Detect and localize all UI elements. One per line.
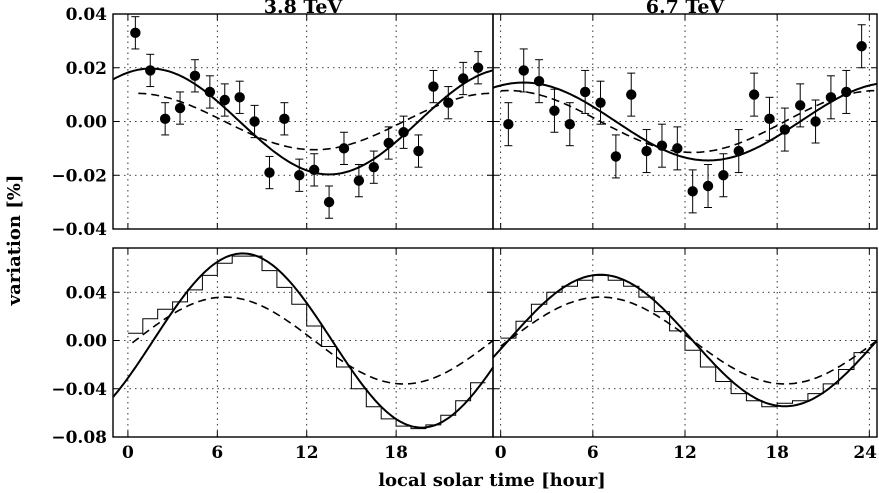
data-point [457, 73, 469, 84]
data-point [518, 65, 529, 76]
data-point [130, 27, 141, 39]
data-point [687, 186, 698, 197]
y-tick-label: 0.04 [66, 5, 108, 25]
data-point [718, 170, 729, 181]
data-point [383, 137, 394, 149]
data-point [264, 167, 275, 178]
data-point [672, 143, 683, 154]
data-point [219, 94, 230, 106]
panel-frame [112, 13, 494, 230]
data-point [398, 127, 409, 138]
plot-area [113, 16, 493, 219]
data-point [323, 196, 335, 208]
data-point [595, 97, 606, 108]
y-tick-label: 0.00 [66, 332, 108, 352]
y-tick-label: 0.02 [66, 59, 107, 79]
data-point [204, 86, 216, 98]
y-tick-label: −0.08 [51, 428, 107, 448]
data-point [413, 145, 424, 157]
data-point [748, 89, 760, 100]
data-point [579, 86, 591, 98]
plot-area [113, 252, 493, 430]
data-point [549, 105, 560, 116]
x-tick-label: 6 [587, 443, 599, 463]
data-point [353, 175, 365, 186]
data-point [702, 180, 714, 192]
data-point [564, 118, 575, 130]
panels: −0.04 −0.02 0.00 0.02 0.04 3.8 TeV 6.7 TeV −0.0… [51, 0, 878, 463]
panel-frame [112, 247, 494, 438]
panel-bottom-left: −0.08 −0.04 0.00 0.04 0 6 12 18 [51, 247, 494, 463]
data-point [249, 116, 260, 127]
data-point [810, 116, 821, 127]
data-point [145, 65, 156, 76]
data-point [641, 145, 652, 157]
x-tick-label: 6 [211, 443, 223, 463]
panel-frame [492, 247, 878, 438]
y-axis-title: variation [%] [4, 175, 25, 307]
y-tick-label: −0.04 [51, 380, 107, 400]
panel-bottom-right: 0 6 12 18 24 [492, 247, 878, 463]
plot-area [493, 24, 877, 214]
fit-curve-dashed [500, 89, 877, 154]
fit-curve-dashed [131, 296, 493, 385]
x-axis-title: local solar time [hour] [378, 470, 606, 491]
panel-frame [492, 13, 878, 230]
data-point [294, 170, 305, 181]
fit-curve-solid [493, 81, 877, 162]
x-tick-label: 24 [853, 443, 877, 463]
x-tick-label: 0 [495, 443, 507, 463]
x-tick-label: 12 [673, 443, 697, 463]
data-point [533, 75, 545, 87]
panel-title: 3.8 TeV [264, 0, 344, 18]
data-point [159, 113, 171, 125]
data-point [764, 113, 775, 125]
data-point [472, 62, 484, 73]
plot-area [493, 273, 877, 408]
data-point [779, 124, 791, 135]
data-point [795, 100, 806, 111]
data-point [656, 140, 668, 151]
x-tick-label: 0 [122, 443, 134, 463]
panel-top-right: 6.7 TeV [492, 0, 878, 230]
data-point [503, 118, 514, 130]
x-tick-label: 12 [295, 443, 319, 463]
y-tick-label: −0.04 [51, 220, 107, 240]
data-point [338, 143, 350, 154]
x-tick-label: 18 [384, 443, 408, 463]
data-point [841, 86, 852, 98]
data-point [825, 92, 837, 103]
data-point [610, 151, 622, 162]
y-tick-label: 0.00 [66, 113, 108, 133]
y-tick-label: −0.02 [51, 166, 107, 186]
data-point [443, 97, 454, 108]
data-point [234, 92, 245, 103]
data-point [368, 161, 379, 173]
histogram-steps [500, 274, 870, 408]
data-point [733, 145, 744, 157]
fit-curve-solid [493, 273, 877, 408]
fit-curve-dashed [138, 92, 493, 151]
data-point [189, 70, 201, 82]
fit-curve-dashed [500, 296, 877, 385]
panel-top-left: −0.04 −0.02 0.00 0.02 0.04 3.8 TeV [51, 0, 494, 240]
y-tick-label: 0.04 [66, 283, 108, 303]
panel-title: 6.7 TeV [646, 0, 726, 18]
data-point [174, 102, 186, 114]
fit-curve-solid [113, 252, 493, 429]
data-point [626, 89, 637, 100]
x-tick-label: 18 [765, 443, 789, 463]
data-point [856, 41, 867, 52]
data-point [308, 164, 320, 176]
data-point [428, 81, 439, 92]
data-point [279, 113, 290, 125]
fit-curve-solid [113, 67, 493, 176]
